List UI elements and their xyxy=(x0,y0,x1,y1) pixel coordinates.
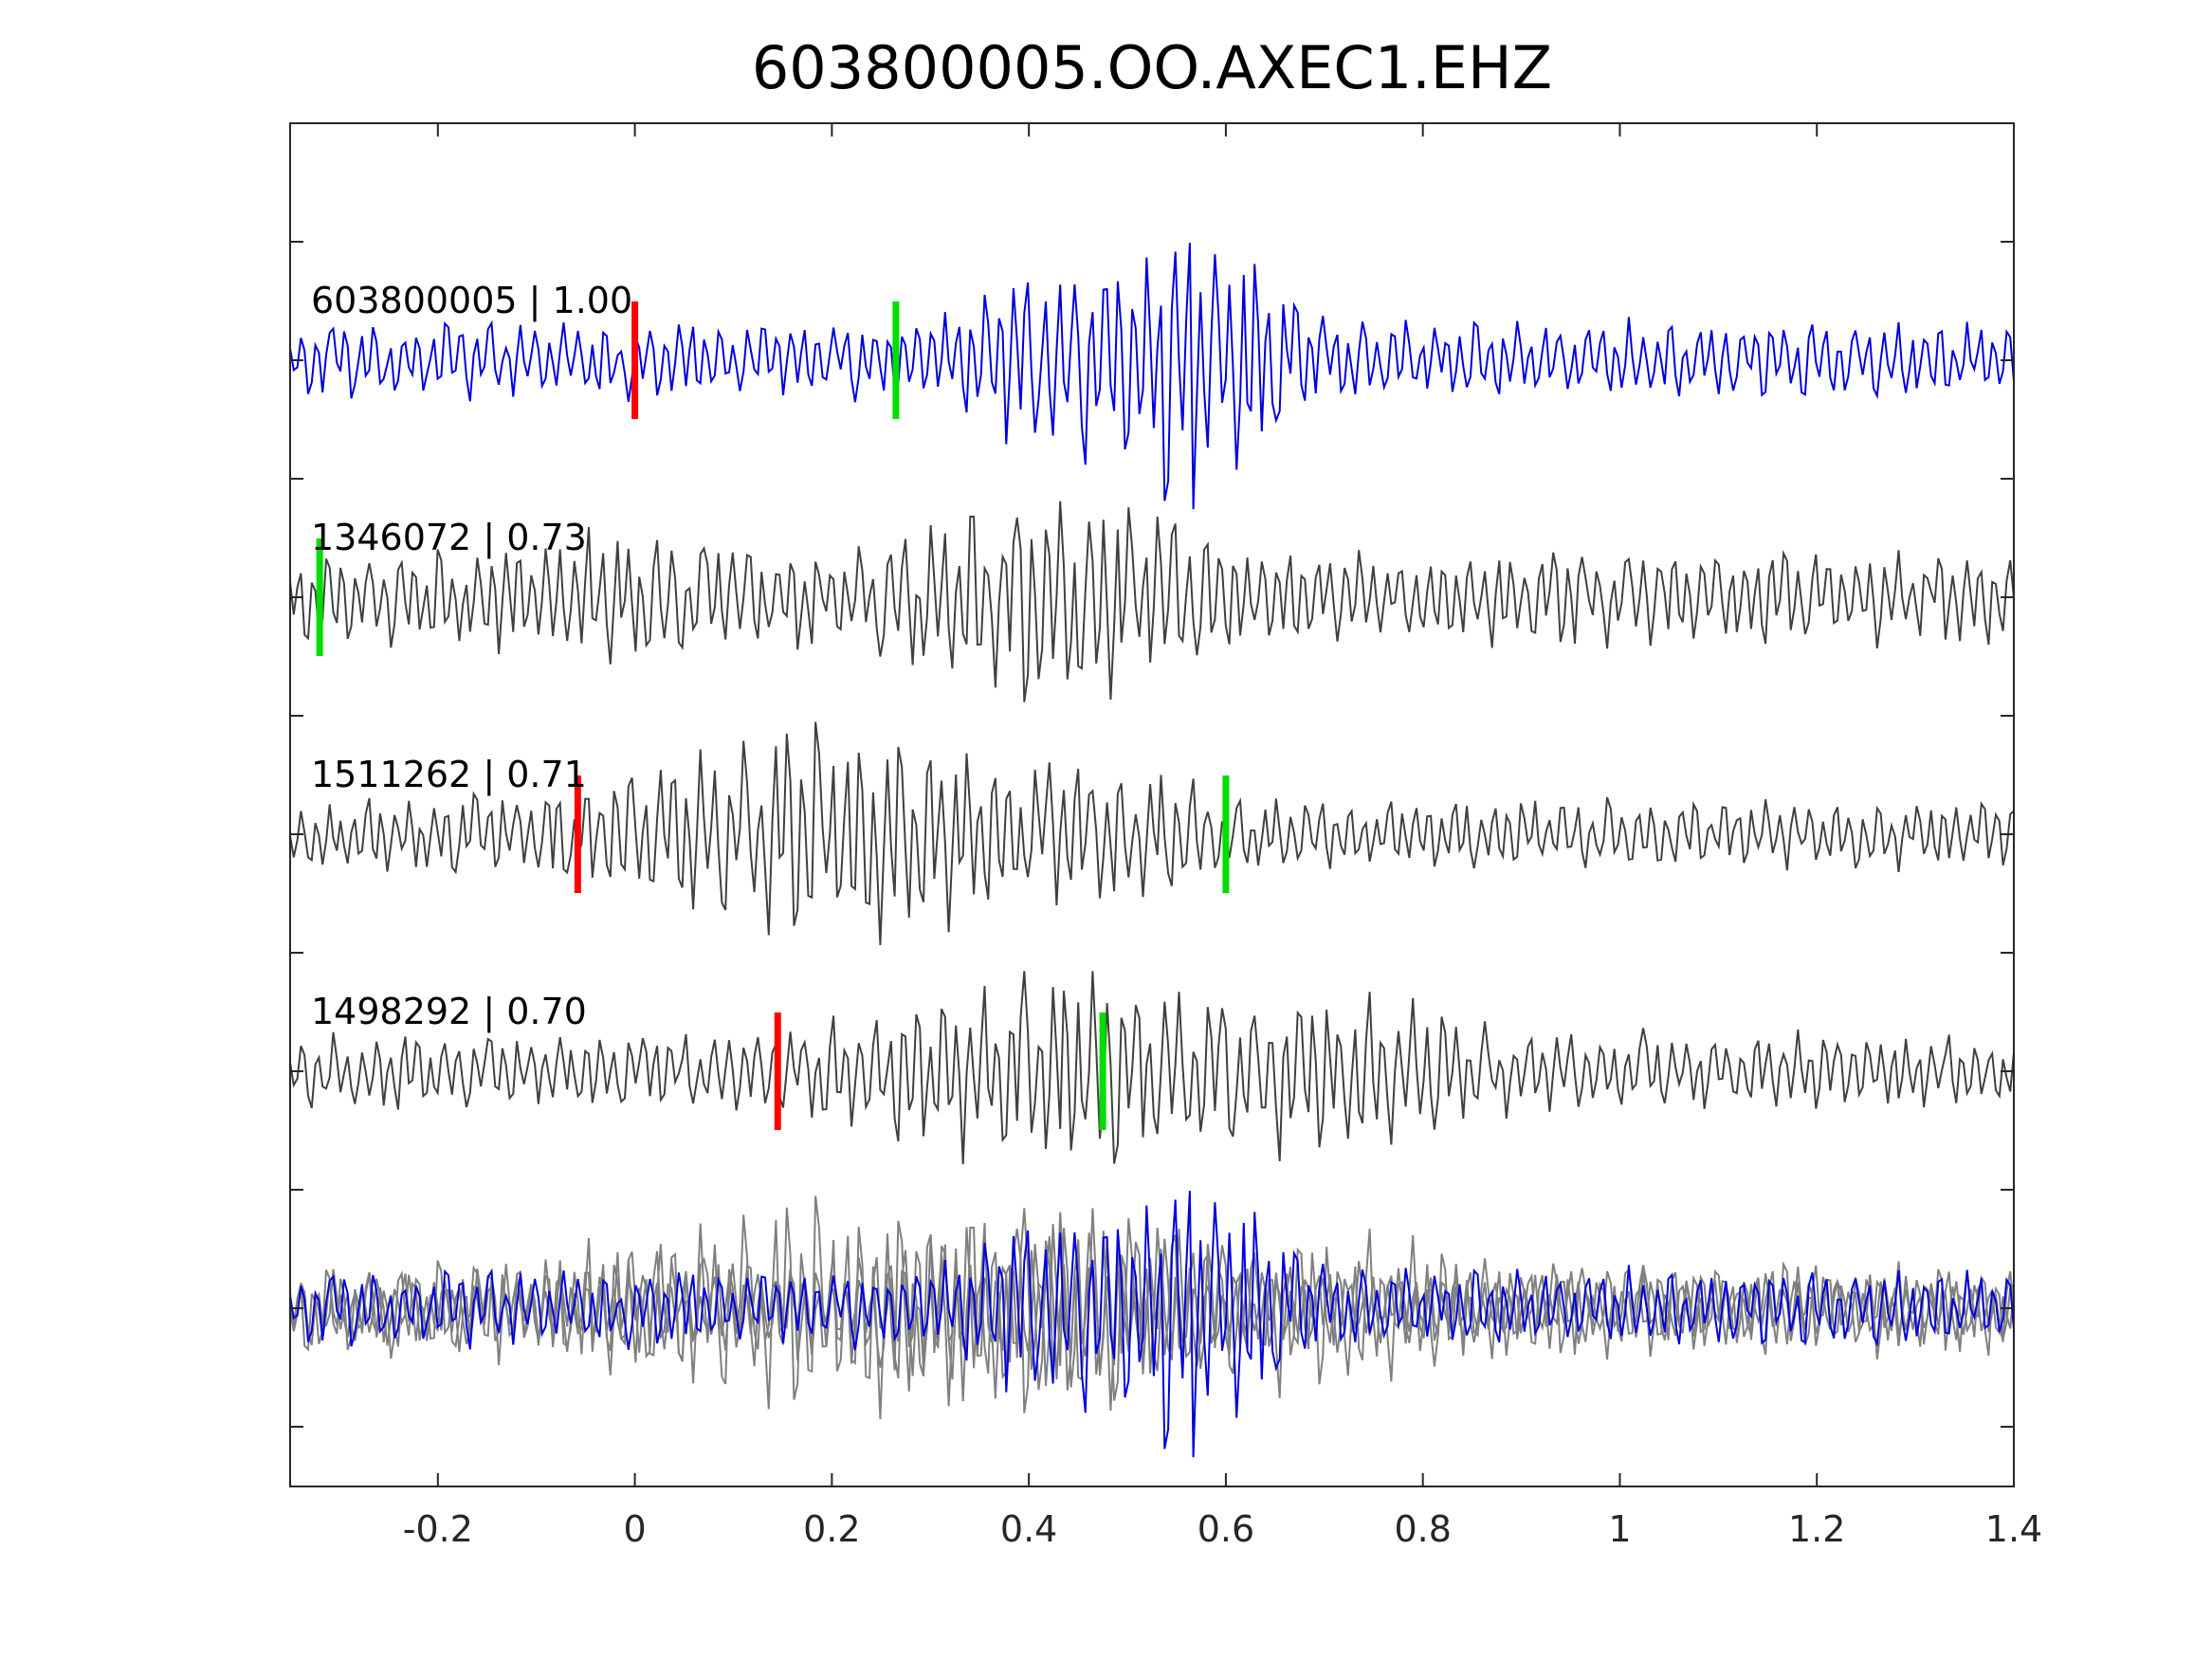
x-tick-label: 0.4 xyxy=(1000,1508,1057,1550)
trace-line-1498292 xyxy=(289,971,2015,1165)
chart-title: 603800005.OO.AXEC1.EHZ xyxy=(752,33,1552,102)
stacked-overlay xyxy=(289,1191,2015,1458)
x-tick-label: -0.2 xyxy=(403,1508,473,1550)
x-tick-label: 1 xyxy=(1608,1508,1631,1550)
x-tick-label: 0.8 xyxy=(1394,1508,1451,1550)
axes-box xyxy=(289,122,2015,1487)
x-tick-label: 1.2 xyxy=(1788,1508,1845,1550)
axes: -0.2 0 0.2 0.4 0.6 0.8 1 1.2 1.4 xyxy=(289,122,2042,1550)
x-tick-label: 0.2 xyxy=(803,1508,860,1550)
trace-line-1346072 xyxy=(289,501,2015,702)
trace-label-603800005: 603800005 | 1.00 xyxy=(311,280,632,322)
phase-picks xyxy=(316,301,1230,1130)
stack-trace-reference xyxy=(289,1191,2015,1458)
trace-label-1511262: 1511262 | 0.71 xyxy=(311,754,587,796)
trace-label-1346072: 1346072 | 0.73 xyxy=(311,517,587,559)
trace-label-1498292: 1498292 | 0.70 xyxy=(311,991,587,1033)
x-tick-label: 0 xyxy=(624,1508,647,1550)
x-tick-label: 1.4 xyxy=(1985,1508,2042,1550)
trace-line-603800005 xyxy=(289,243,2015,510)
trace-labels: 603800005 | 1.00 1346072 | 0.73 1511262 | … xyxy=(311,280,632,1033)
x-tick-label: 0.6 xyxy=(1197,1508,1254,1550)
